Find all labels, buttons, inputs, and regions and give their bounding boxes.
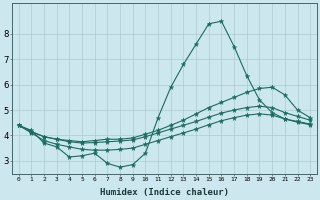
X-axis label: Humidex (Indice chaleur): Humidex (Indice chaleur)	[100, 188, 229, 197]
